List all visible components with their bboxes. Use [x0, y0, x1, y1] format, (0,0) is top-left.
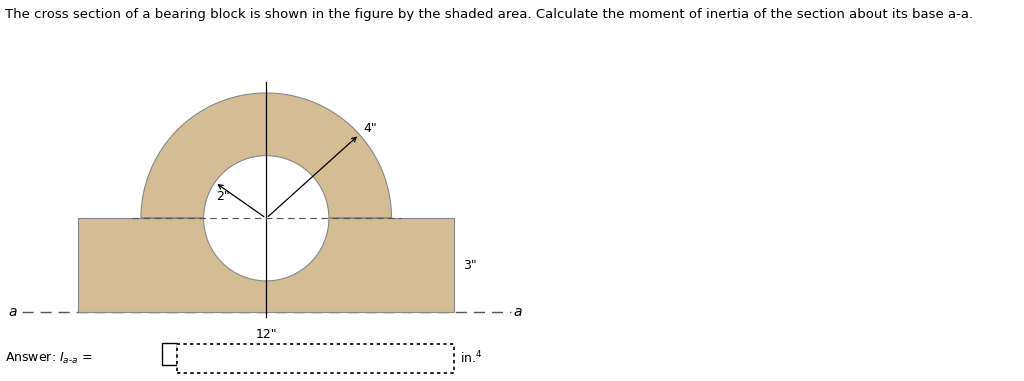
Text: 12": 12" — [255, 328, 278, 341]
Polygon shape — [78, 218, 455, 312]
Text: 4": 4" — [364, 122, 377, 135]
Text: The cross section of a bearing block is shown in the figure by the shaded area. : The cross section of a bearing block is … — [5, 8, 973, 21]
Text: 2": 2" — [216, 190, 230, 203]
Text: 3": 3" — [464, 259, 477, 272]
Text: a: a — [514, 305, 522, 319]
Text: x: x — [168, 349, 172, 359]
FancyBboxPatch shape — [177, 344, 455, 373]
Circle shape — [204, 155, 329, 281]
Text: Answer: $I_{a\text{-}a}$ =: Answer: $I_{a\text{-}a}$ = — [5, 351, 93, 366]
Polygon shape — [141, 93, 391, 218]
FancyBboxPatch shape — [163, 343, 177, 365]
Text: a: a — [9, 305, 17, 319]
Text: in.$^4$: in.$^4$ — [460, 350, 482, 367]
